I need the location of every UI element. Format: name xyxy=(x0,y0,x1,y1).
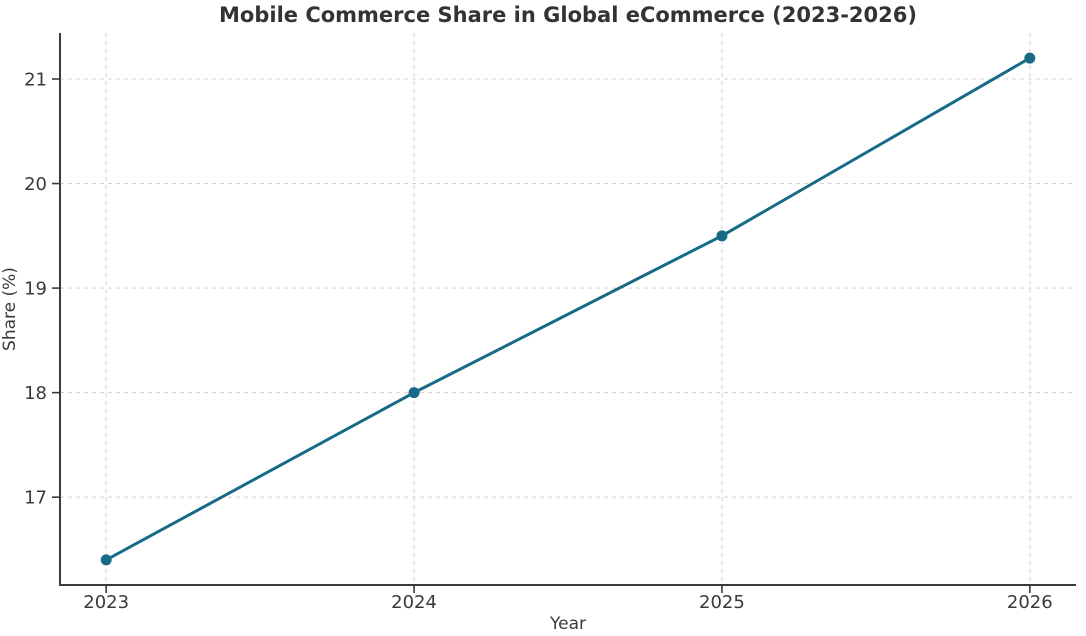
axes xyxy=(52,33,1076,593)
data-point-marker xyxy=(408,387,420,399)
y-tick-label: 17 xyxy=(24,487,47,508)
y-tick-label: 18 xyxy=(24,383,47,404)
data-point-marker xyxy=(100,554,112,566)
x-tick-label: 2024 xyxy=(391,592,437,613)
gridlines xyxy=(60,33,1076,585)
x-tick-label: 2023 xyxy=(83,592,129,613)
data-point-marker xyxy=(1024,52,1036,64)
x-tick-label: 2025 xyxy=(699,592,745,613)
data-series xyxy=(100,52,1036,566)
tick-labels: 17 18 19 20 21 2023 2024 2025 2026 xyxy=(24,69,1053,613)
y-tick-label: 21 xyxy=(24,69,47,90)
data-point-marker xyxy=(716,230,728,242)
y-axis-label: Share (%) xyxy=(0,267,20,351)
x-tick-label: 2026 xyxy=(1007,592,1053,613)
y-tick-label: 20 xyxy=(24,174,47,195)
x-axis-label: Year xyxy=(549,614,586,634)
data-line xyxy=(104,56,1032,562)
y-tick-label: 19 xyxy=(24,278,47,299)
chart-title: Mobile Commerce Share in Global eCommerc… xyxy=(219,3,917,27)
